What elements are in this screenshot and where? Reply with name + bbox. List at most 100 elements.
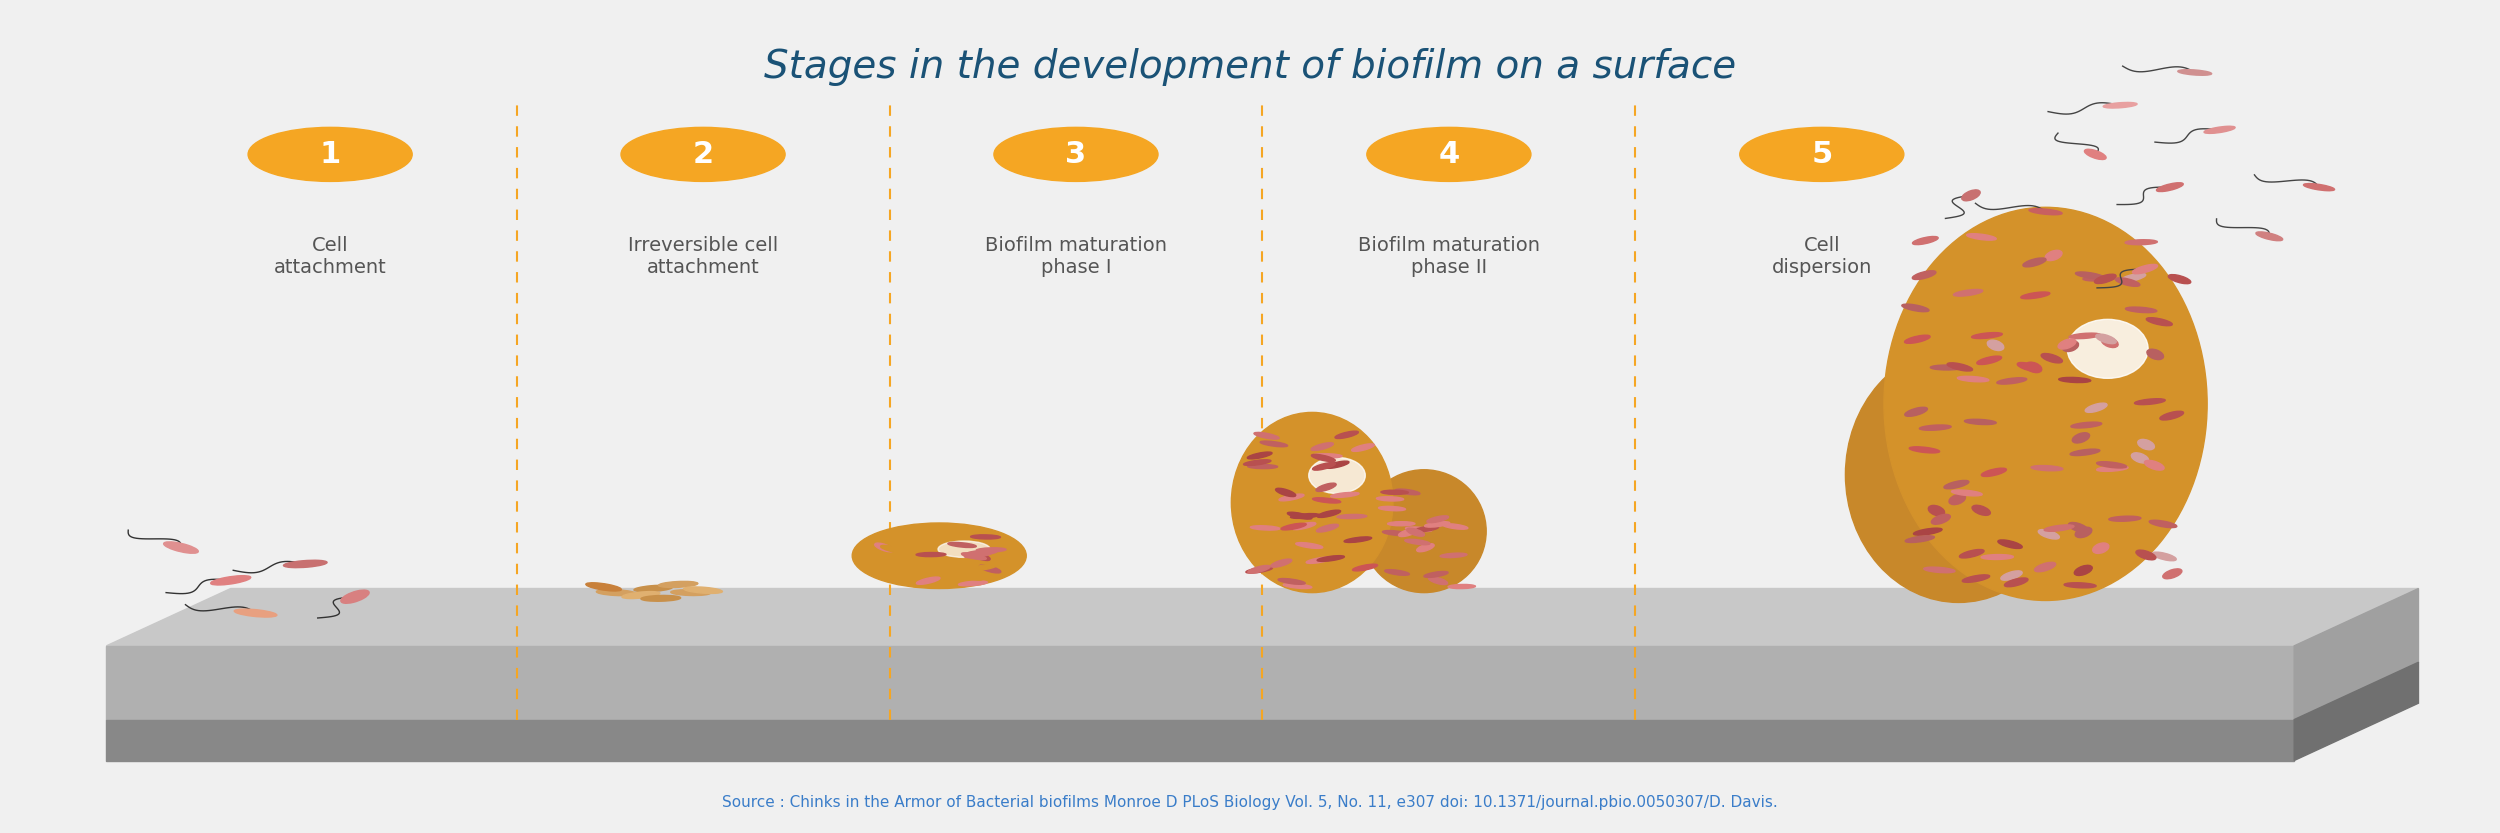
Ellipse shape (1948, 363, 1972, 371)
Ellipse shape (1292, 522, 1315, 530)
Ellipse shape (1427, 577, 1447, 585)
Ellipse shape (2058, 339, 2075, 349)
Ellipse shape (1248, 452, 1272, 459)
Text: Stages in the development of biofilm on a surface: Stages in the development of biofilm on … (765, 48, 1735, 86)
Ellipse shape (1255, 432, 1280, 439)
Ellipse shape (1385, 570, 1410, 576)
Ellipse shape (938, 541, 990, 557)
Ellipse shape (2082, 276, 2115, 281)
Ellipse shape (1962, 575, 1990, 582)
Ellipse shape (2162, 569, 2182, 579)
Ellipse shape (1275, 488, 1295, 496)
Ellipse shape (1905, 407, 1928, 416)
Ellipse shape (1290, 514, 1320, 518)
Ellipse shape (1980, 555, 2012, 560)
Polygon shape (2295, 662, 2418, 761)
Text: Irreversible cell
attachment: Irreversible cell attachment (628, 237, 778, 277)
Ellipse shape (1945, 481, 1970, 489)
Circle shape (248, 127, 412, 182)
Ellipse shape (958, 581, 988, 586)
Ellipse shape (210, 576, 250, 585)
Ellipse shape (948, 542, 978, 547)
Ellipse shape (962, 553, 985, 560)
Ellipse shape (1958, 377, 1990, 382)
Ellipse shape (1395, 489, 1420, 495)
Ellipse shape (1950, 494, 1965, 505)
Ellipse shape (2135, 550, 2155, 560)
Ellipse shape (2023, 258, 2045, 267)
Ellipse shape (2075, 272, 2105, 279)
Ellipse shape (1972, 332, 2002, 338)
Ellipse shape (2045, 525, 2075, 531)
Ellipse shape (1440, 553, 1468, 557)
Ellipse shape (2070, 333, 2100, 339)
Ellipse shape (1318, 524, 1338, 532)
Ellipse shape (1930, 365, 1962, 370)
Ellipse shape (2068, 522, 2088, 532)
Ellipse shape (2110, 516, 2140, 521)
Ellipse shape (1325, 461, 1350, 468)
Polygon shape (107, 720, 2295, 761)
Circle shape (620, 127, 785, 182)
Ellipse shape (2138, 439, 2155, 450)
Text: Cell
attachment: Cell attachment (275, 237, 388, 277)
Ellipse shape (875, 543, 892, 551)
Ellipse shape (1308, 457, 1365, 493)
Ellipse shape (968, 551, 998, 555)
Ellipse shape (1405, 527, 1432, 531)
Ellipse shape (1968, 234, 1998, 240)
Ellipse shape (1425, 521, 1450, 527)
Ellipse shape (1427, 516, 1447, 522)
Ellipse shape (1345, 537, 1372, 542)
Ellipse shape (2178, 70, 2212, 75)
Ellipse shape (2065, 583, 2095, 588)
Ellipse shape (2125, 307, 2158, 312)
Ellipse shape (1415, 526, 1437, 531)
Ellipse shape (2000, 571, 2022, 581)
Ellipse shape (1928, 506, 1945, 516)
Ellipse shape (2132, 453, 2148, 463)
Ellipse shape (1978, 356, 2002, 365)
Ellipse shape (1920, 425, 1950, 431)
Ellipse shape (1448, 585, 1475, 589)
Text: 3: 3 (1065, 140, 1088, 169)
Ellipse shape (2302, 183, 2335, 191)
Ellipse shape (282, 561, 328, 567)
Ellipse shape (1988, 340, 2005, 351)
Ellipse shape (2095, 274, 2115, 283)
Text: 5: 5 (1810, 140, 1832, 169)
Ellipse shape (1998, 377, 2028, 384)
Ellipse shape (1282, 584, 1312, 589)
Ellipse shape (1932, 514, 1950, 524)
Ellipse shape (1315, 483, 1335, 491)
Ellipse shape (682, 587, 722, 593)
Ellipse shape (1380, 491, 1408, 494)
Ellipse shape (2095, 334, 2118, 344)
Ellipse shape (2148, 317, 2172, 326)
Ellipse shape (1280, 523, 1305, 530)
Ellipse shape (658, 581, 698, 587)
Ellipse shape (853, 523, 1028, 588)
Ellipse shape (2120, 273, 2145, 282)
Ellipse shape (2075, 527, 2092, 537)
Ellipse shape (1383, 531, 1408, 536)
Ellipse shape (1242, 460, 1270, 466)
Circle shape (1740, 127, 1905, 182)
Ellipse shape (1378, 506, 1405, 511)
Ellipse shape (1905, 536, 1935, 542)
Ellipse shape (1965, 419, 1995, 425)
Ellipse shape (970, 565, 998, 571)
Ellipse shape (1335, 431, 1358, 438)
Ellipse shape (1905, 335, 1930, 343)
Ellipse shape (162, 541, 198, 553)
Ellipse shape (1305, 557, 1332, 563)
Ellipse shape (2035, 562, 2055, 571)
Ellipse shape (2045, 250, 2062, 261)
Ellipse shape (1425, 571, 1447, 577)
Text: 2: 2 (693, 140, 712, 169)
Ellipse shape (970, 552, 990, 561)
Ellipse shape (2018, 362, 2040, 372)
Ellipse shape (235, 609, 278, 617)
Ellipse shape (960, 572, 982, 581)
Ellipse shape (1405, 539, 1430, 545)
